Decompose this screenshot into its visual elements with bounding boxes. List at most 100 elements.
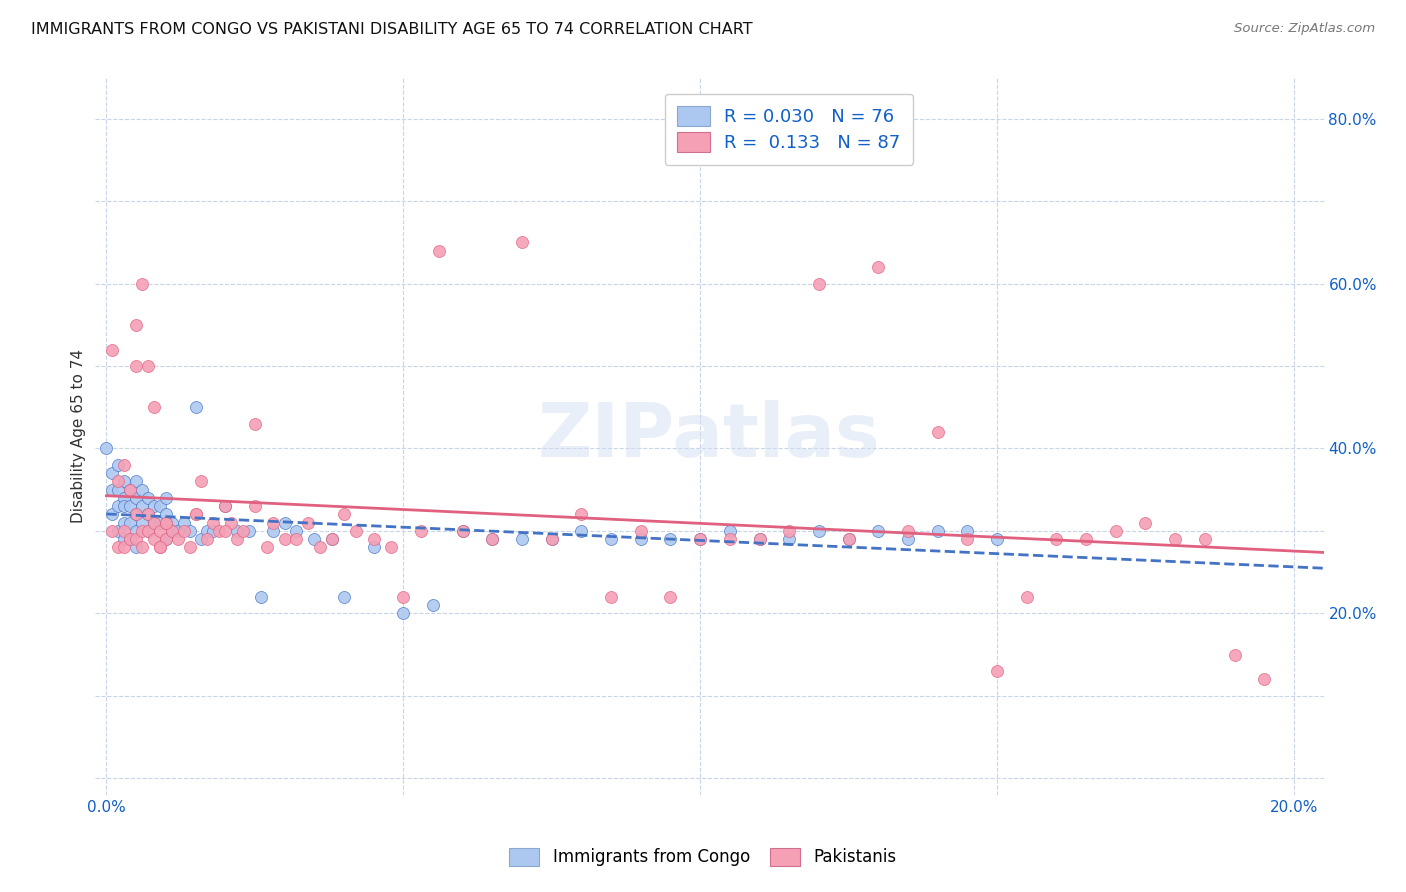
- Point: [155, 532, 177, 546]
- Point: [107, 458, 129, 472]
- Point: [125, 532, 148, 546]
- Point: [807, 277, 830, 291]
- Point: [1074, 532, 1097, 546]
- Point: [392, 590, 415, 604]
- Point: [155, 532, 177, 546]
- Point: [96, 442, 118, 456]
- Point: [571, 524, 593, 538]
- Point: [107, 475, 129, 489]
- Point: [243, 499, 266, 513]
- Point: [1164, 532, 1187, 546]
- Point: [510, 532, 533, 546]
- Point: [344, 524, 367, 538]
- Point: [256, 541, 278, 555]
- Point: [149, 541, 172, 555]
- Point: [451, 524, 474, 538]
- Point: [226, 532, 249, 546]
- Point: [659, 590, 682, 604]
- Point: [571, 508, 593, 522]
- Point: [112, 499, 135, 513]
- Point: [131, 516, 153, 530]
- Point: [195, 532, 218, 546]
- Point: [986, 664, 1008, 678]
- Point: [125, 491, 148, 505]
- Point: [600, 590, 623, 604]
- Point: [101, 343, 124, 357]
- Point: [273, 516, 295, 530]
- Point: [166, 524, 188, 538]
- Point: [411, 524, 433, 538]
- Point: [155, 516, 177, 530]
- Point: [101, 508, 124, 522]
- Point: [179, 541, 201, 555]
- Point: [630, 532, 652, 546]
- Point: [1253, 673, 1275, 687]
- Point: [226, 524, 249, 538]
- Point: [142, 516, 165, 530]
- Point: [142, 499, 165, 513]
- Point: [1135, 516, 1157, 530]
- Point: [540, 532, 562, 546]
- Point: [927, 425, 949, 439]
- Point: [142, 532, 165, 546]
- Point: [125, 541, 148, 555]
- Point: [125, 475, 148, 489]
- Point: [112, 475, 135, 489]
- Point: [219, 516, 242, 530]
- Point: [155, 516, 177, 530]
- Point: [1223, 648, 1246, 662]
- Point: [748, 532, 770, 546]
- Point: [202, 524, 225, 538]
- Point: [778, 532, 800, 546]
- Point: [868, 524, 890, 538]
- Point: [630, 524, 652, 538]
- Point: [136, 491, 159, 505]
- Point: [125, 524, 148, 538]
- Point: [107, 541, 129, 555]
- Point: [1194, 532, 1216, 546]
- Point: [304, 532, 326, 546]
- Point: [262, 516, 284, 530]
- Point: [807, 524, 830, 538]
- Point: [112, 491, 135, 505]
- Point: [149, 524, 172, 538]
- Point: [131, 277, 153, 291]
- Point: [160, 524, 183, 538]
- Point: [131, 499, 153, 513]
- Point: [142, 401, 165, 415]
- Text: ZIPatlas: ZIPatlas: [537, 400, 880, 473]
- Point: [120, 516, 142, 530]
- Point: [136, 524, 159, 538]
- Point: [107, 483, 129, 497]
- Point: [659, 532, 682, 546]
- Point: [155, 491, 177, 505]
- Point: [125, 359, 148, 373]
- Point: [309, 541, 332, 555]
- Point: [778, 524, 800, 538]
- Point: [149, 516, 172, 530]
- Point: [107, 499, 129, 513]
- Point: [149, 499, 172, 513]
- Point: [202, 516, 225, 530]
- Point: [838, 532, 860, 546]
- Point: [986, 532, 1008, 546]
- Point: [125, 318, 148, 332]
- Point: [120, 499, 142, 513]
- Point: [125, 508, 148, 522]
- Point: [173, 524, 195, 538]
- Point: [112, 458, 135, 472]
- Point: [321, 532, 343, 546]
- Point: [136, 508, 159, 522]
- Point: [149, 541, 172, 555]
- Point: [285, 532, 308, 546]
- Point: [540, 532, 562, 546]
- Point: [321, 532, 343, 546]
- Point: [214, 524, 236, 538]
- Point: [136, 524, 159, 538]
- Legend: R = 0.030   N = 76, R =  0.133   N = 87: R = 0.030 N = 76, R = 0.133 N = 87: [665, 94, 914, 165]
- Point: [363, 541, 385, 555]
- Point: [748, 532, 770, 546]
- Point: [120, 532, 142, 546]
- Point: [689, 532, 711, 546]
- Point: [363, 532, 385, 546]
